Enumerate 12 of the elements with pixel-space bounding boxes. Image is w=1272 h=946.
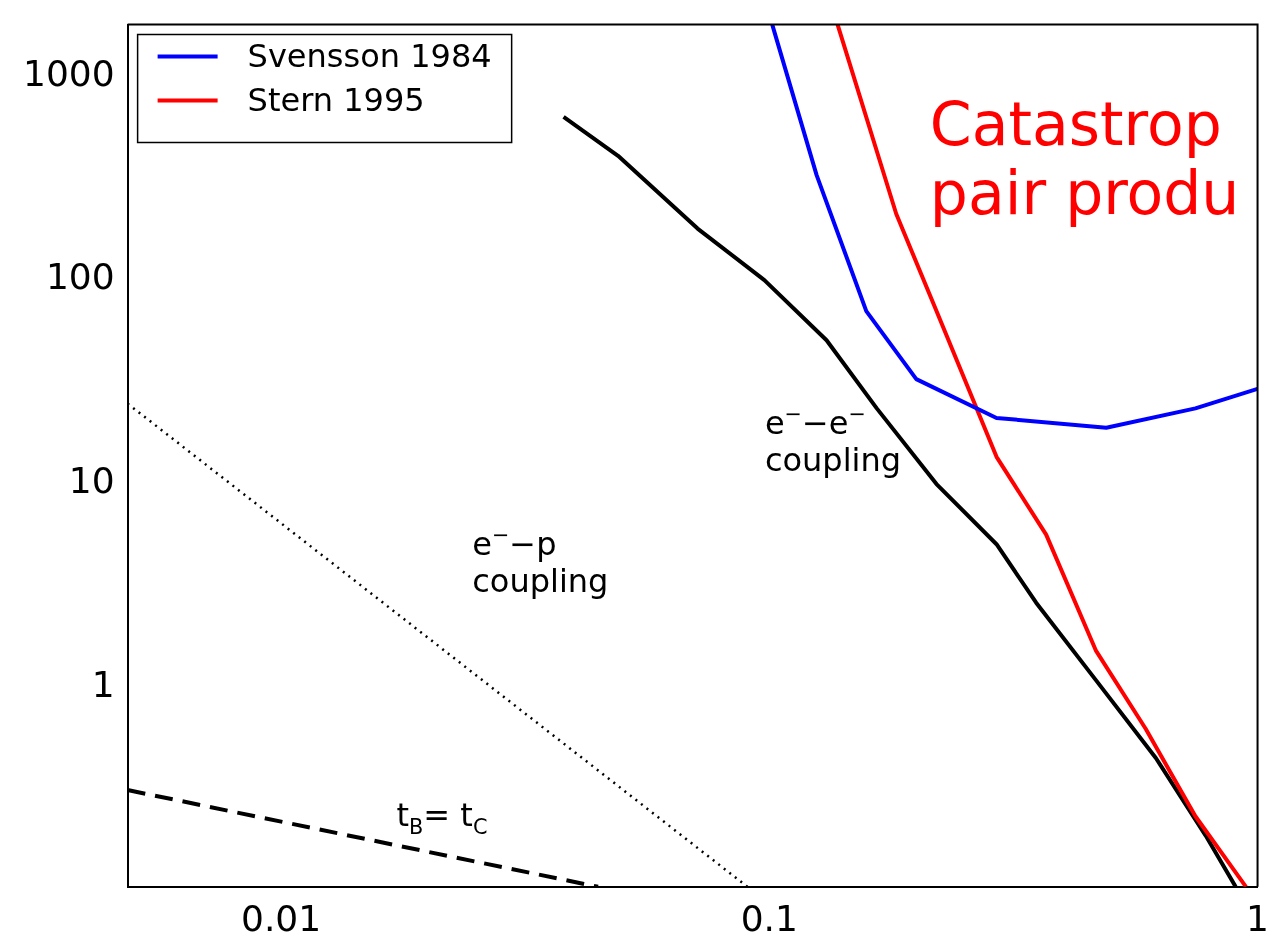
annotation: e−−p coupling xyxy=(472,523,609,600)
y-tick-label: 1 xyxy=(91,664,115,706)
x-tick-label: 1 xyxy=(1246,897,1269,939)
annotation: Catastrop pair produ xyxy=(929,89,1240,229)
x-tick-label: 0.01 xyxy=(240,897,322,939)
legend-label: Svensson 1984 xyxy=(247,36,492,75)
annotation: e−−e− coupling xyxy=(764,402,902,479)
y-tick-label: 10 xyxy=(68,460,115,502)
x-tick-label: 0.1 xyxy=(740,897,798,939)
y-tick-label: 100 xyxy=(45,256,115,298)
legend-label: Stern 1995 xyxy=(247,80,425,119)
y-tick-label: 1000 xyxy=(22,52,115,94)
